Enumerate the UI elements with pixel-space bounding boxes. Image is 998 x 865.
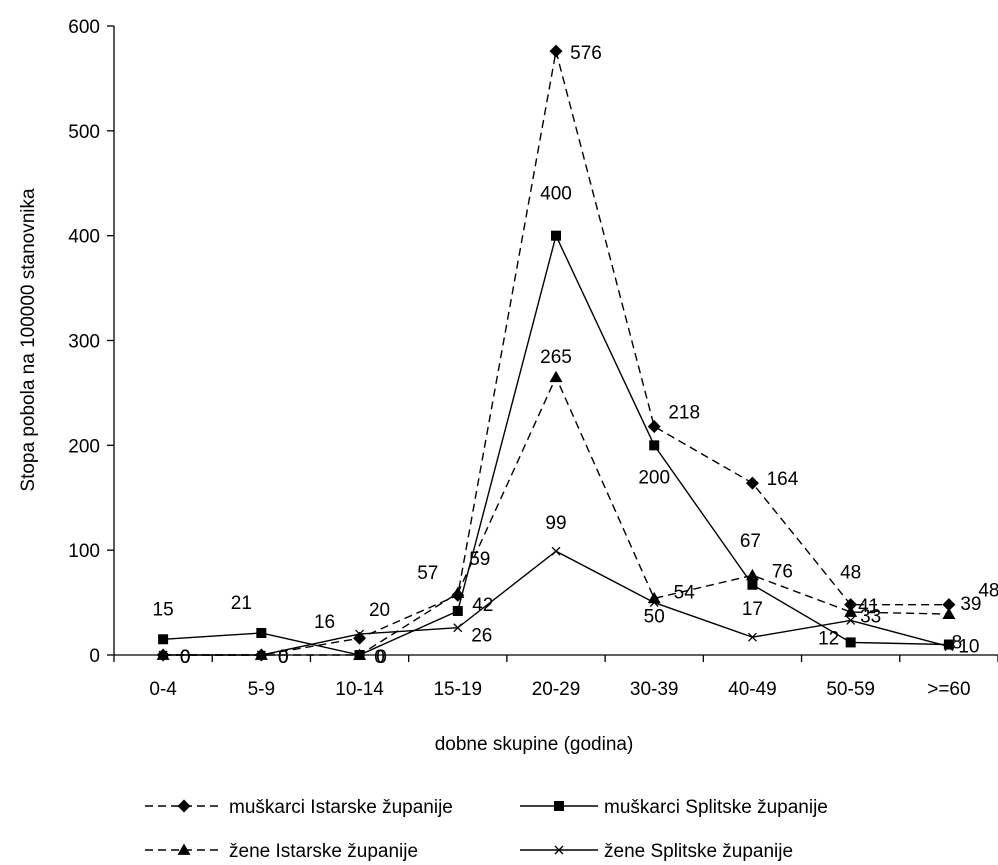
data-point-zene-splitske-zupanije — [551, 546, 561, 556]
x-axis-title: dobne skupine (godina) — [435, 734, 634, 755]
data-point-muskarci-splitske-zupanije — [551, 230, 561, 241]
x-tick-label: 30-39 — [630, 679, 679, 700]
data-label-muskarci-istarske-zupanije: 164 — [767, 469, 799, 490]
data-label-zene-istarske-zupanije: 0 — [180, 647, 191, 668]
data-label-zene-splitske-zupanije: 33 — [860, 606, 881, 627]
legend-label-zene-splitske-zupanije: žene Splitske županije — [604, 841, 793, 862]
data-point-zene-istarske-zupanije — [353, 648, 367, 660]
data-point-zene-istarske-zupanije — [647, 591, 661, 604]
data-point-zene-splitske-zupanije — [649, 598, 659, 608]
data-label-muskarci-istarske-zupanije: 57 — [417, 563, 438, 584]
x-tick-label: 15-19 — [433, 679, 482, 700]
data-label-muskarci-splitske-zupanije: 12 — [818, 628, 839, 649]
data-label-muskarci-splitske-zupanije: 200 — [638, 467, 670, 488]
x-tick-label: 10-14 — [335, 679, 384, 700]
data-label-muskarci-splitske-zupanije: 67 — [740, 531, 761, 552]
legend-label-muskarci-istarske-zupanije: muškarci Istarske županije — [229, 797, 453, 818]
data-point-muskarci-splitske-zupanije — [158, 634, 169, 645]
x-tick-label: >=60 — [927, 679, 970, 700]
data-point-muskarci-istarske-zupanije — [647, 419, 661, 433]
legend-marker-muskarci-splitske-zupanije — [554, 801, 564, 811]
x-tick-label: 50-59 — [826, 679, 875, 700]
data-point-zene-istarske-zupanije — [745, 568, 759, 581]
data-label-muskarci-istarske-zupanije: 0 — [278, 647, 289, 668]
data-label-muskarci-istarske-zupanije: 218 — [668, 402, 700, 423]
data-label-zene-splitske-zupanije: 26 — [471, 626, 492, 647]
x-tick-label: 0-4 — [149, 679, 177, 700]
y-tick-label: 200 — [68, 436, 100, 457]
data-label-zene-splitske-zupanije: 0 — [180, 647, 191, 668]
data-point-muskarci-splitske-zupanije — [943, 639, 954, 650]
x-tick-label: 20-29 — [532, 679, 581, 700]
data-point-zene-istarske-zupanije — [844, 605, 858, 617]
series-line-muskarci-splitske-zupanije — [163, 233, 949, 656]
data-label-zene-istarske-zupanije: 59 — [469, 549, 490, 570]
data-point-muskarci-istarske-zupanije — [844, 598, 858, 612]
data-label-muskarci-istarske-zupanije: 16 — [314, 612, 335, 633]
data-point-zene-istarske-zupanije — [942, 607, 956, 619]
data-point-muskarci-splitske-zupanije — [452, 605, 463, 616]
data-label-zene-istarske-zupanije: 265 — [540, 347, 572, 368]
y-tick-label: 300 — [68, 332, 100, 353]
legend-label-muskarci-splitske-zupanije: muškarci Splitske županije — [604, 797, 828, 818]
data-label-muskarci-splitske-zupanije: 0 — [374, 647, 385, 668]
data-label-zene-splitske-zupanije: 0 — [278, 647, 289, 668]
data-point-muskarci-istarske-zupanije — [549, 44, 563, 58]
data-point-muskarci-splitske-zupanije — [256, 627, 267, 638]
data-label-muskarci-istarske-zupanije: 0 — [180, 647, 191, 668]
y-tick-label: 0 — [89, 646, 100, 667]
plot-markers — [156, 44, 956, 662]
y-tick-label: 500 — [68, 122, 100, 143]
data-label-zene-istarske-zupanije: 0 — [278, 647, 289, 668]
y-axis-title: Stopa pobola na 100000 stanovnika — [18, 188, 39, 492]
data-label-muskarci-splitske-zupanije: 10 — [958, 637, 979, 658]
data-label-zene-istarske-zupanije: 76 — [772, 561, 793, 582]
data-label-zene-istarske-zupanije: 41 — [858, 596, 879, 617]
data-label-muskarci-splitske-zupanije: 15 — [153, 599, 174, 620]
data-point-muskarci-istarske-zupanije — [745, 476, 759, 490]
data-point-zene-splitske-zupanije — [944, 642, 954, 652]
data-label-muskarci-istarske-zupanije: 576 — [570, 43, 602, 64]
data-label-zene-splitske-zupanije: 99 — [545, 513, 566, 534]
data-label-zene-splitske-zupanije: 8 — [952, 633, 963, 654]
x-tick-label: 5-9 — [248, 679, 275, 700]
data-label-zene-splitske-zupanije: 17 — [742, 599, 763, 620]
data-label-zene-istarske-zupanije: 39 — [960, 594, 981, 615]
legend: muškarci Istarske županije muškarci Split… — [145, 797, 828, 862]
data-point-zene-istarske-zupanije — [549, 370, 563, 383]
data-point-zene-splitske-zupanije — [846, 615, 856, 625]
data-point-muskarci-splitske-zupanije — [649, 440, 660, 451]
data-label-muskarci-splitske-zupanije: 400 — [540, 184, 572, 205]
data-label-zene-splitske-zupanije: 20 — [369, 600, 390, 621]
data-point-muskarci-istarske-zupanije — [942, 598, 956, 612]
legend-marker-zene-istarske-zupanije — [177, 843, 191, 855]
data-label-muskarci-splitske-zupanije: 42 — [472, 595, 493, 616]
data-point-muskarci-istarske-zupanije — [353, 631, 367, 645]
legend-marker-zene-splitske-zupanije — [554, 845, 564, 855]
legend-label-zene-istarske-zupanije: žene Istarske županije — [229, 841, 418, 862]
data-label-muskarci-istarske-zupanije: 48 — [840, 563, 861, 584]
data-point-zene-istarske-zupanije — [451, 586, 465, 599]
legend-marker-muskarci-istarske-zupanije — [177, 799, 191, 813]
y-tick-label: 600 — [68, 17, 100, 38]
y-tick-label: 400 — [68, 227, 100, 248]
y-tick-label: 100 — [68, 541, 100, 562]
series-line-muskarci-istarske-zupanije — [163, 50, 949, 656]
data-point-zene-splitske-zupanije — [355, 629, 365, 639]
data-point-muskarci-splitske-zupanije — [747, 579, 758, 590]
data-label-zene-istarske-zupanije: 54 — [674, 582, 696, 603]
data-label-zene-splitske-zupanije: 50 — [644, 607, 665, 628]
x-tick-label: 40-49 — [728, 679, 777, 700]
data-point-muskarci-splitske-zupanije — [845, 637, 856, 648]
data-point-zene-splitske-zupanije — [747, 632, 757, 642]
data-point-zene-splitske-zupanije — [453, 623, 463, 633]
data-label-zene-istarske-zupanije: 0 — [376, 647, 387, 668]
data-label-muskarci-splitske-zupanije: 21 — [231, 593, 252, 614]
data-label-muskarci-istarske-zupanije: 48 — [978, 581, 998, 602]
